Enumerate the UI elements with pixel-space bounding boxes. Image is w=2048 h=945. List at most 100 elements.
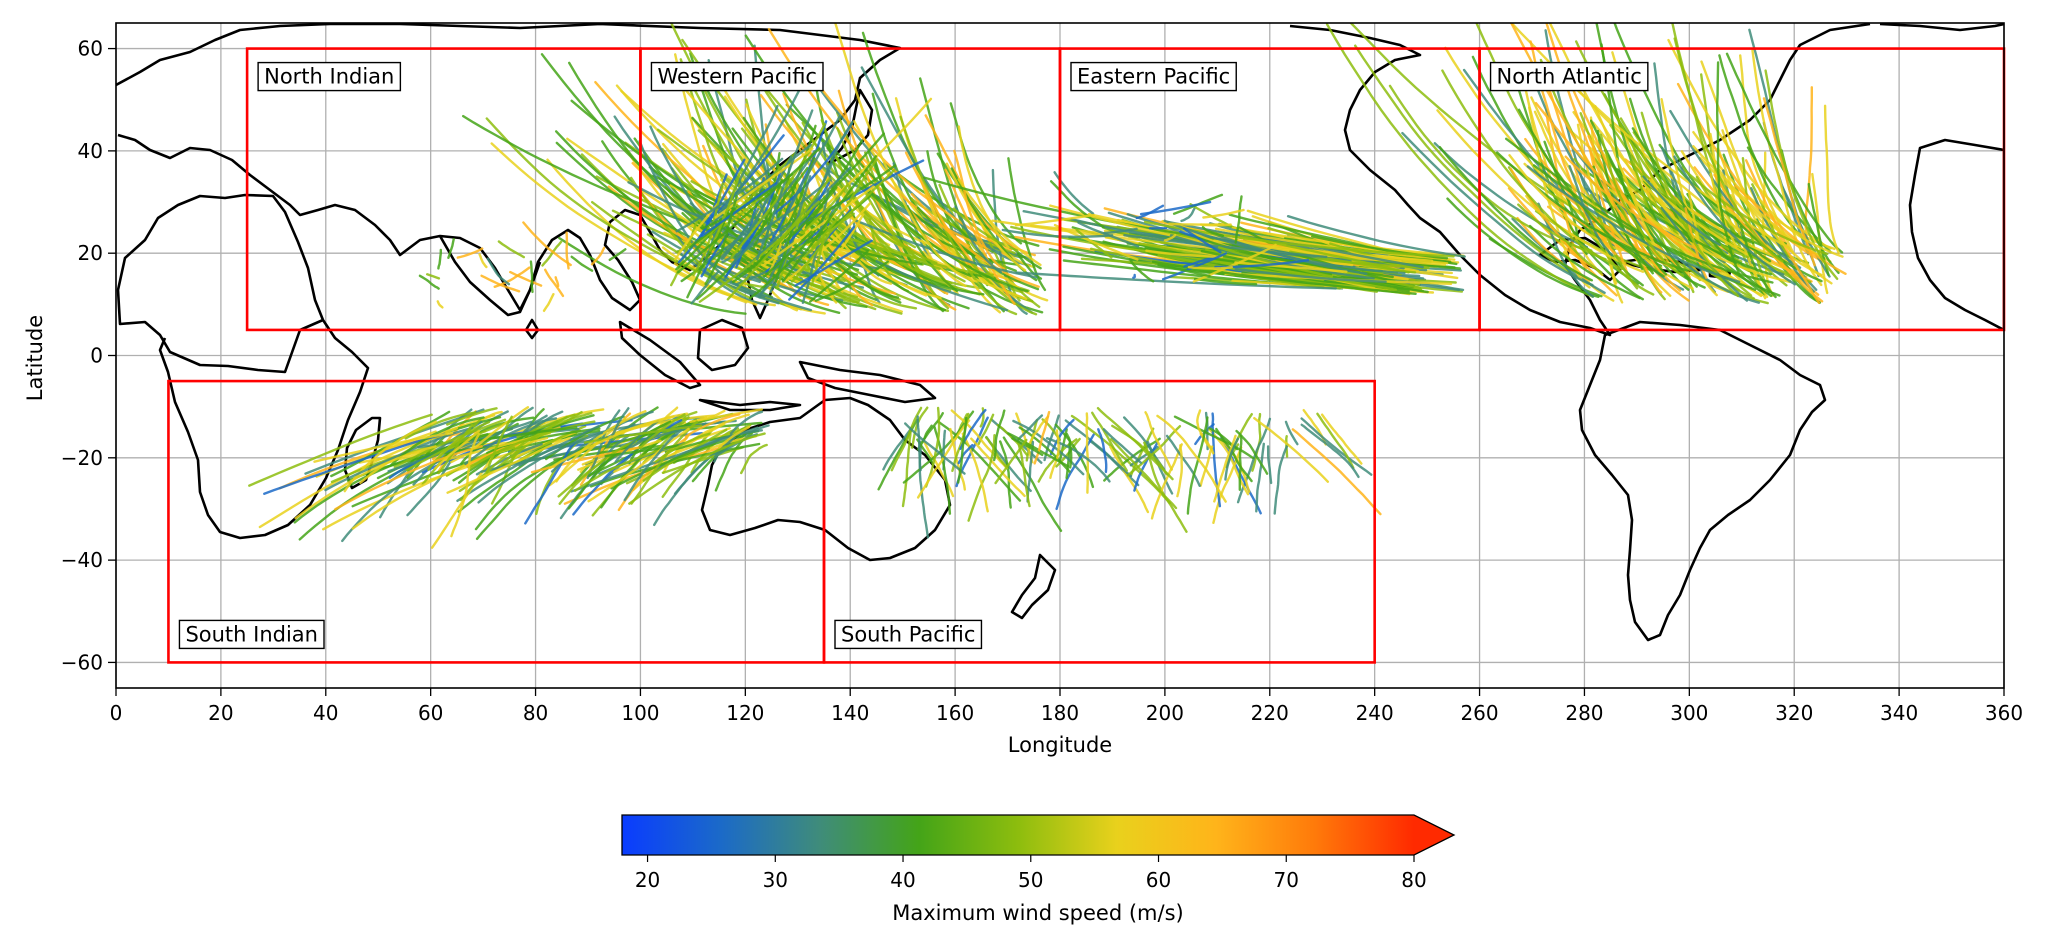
cyclone-track [1090, 411, 1129, 472]
cyclone-track [548, 417, 627, 487]
cyclone-track [1129, 259, 1155, 283]
region-label-box [834, 619, 983, 650]
coastline-greenland [1879, 23, 2004, 32]
cyclone-track [1325, 23, 1594, 298]
cyclone-track [957, 416, 968, 484]
region-label-box [178, 619, 325, 650]
cyclone-track [393, 418, 507, 469]
cyclone-track [993, 409, 1006, 462]
cyclone-track [711, 80, 805, 227]
cyclone-track [570, 255, 594, 272]
cyclone-track [464, 417, 558, 466]
y-tick-label: 60 [78, 37, 103, 61]
cyclone-track [1186, 416, 1209, 515]
coastline-newzealand [1010, 553, 1057, 620]
cyclone-track [1033, 410, 1051, 465]
cyclone-track [459, 415, 569, 502]
cyclone-track [1027, 415, 1050, 446]
cyclone-track [1671, 23, 1784, 263]
cyclone-track [704, 194, 738, 286]
cyclone-track [1564, 155, 1697, 250]
cyclone-track [901, 427, 913, 508]
coastline-australia [700, 396, 952, 562]
cyclone-track [944, 168, 1016, 306]
cyclone-track [994, 438, 1028, 485]
cyclone-track [916, 415, 922, 472]
colorbar-outline [621, 814, 1456, 856]
cyclone-track [497, 240, 525, 259]
cyclone-track [737, 233, 799, 312]
cyclone-track [1045, 437, 1111, 483]
cyclone-track [708, 172, 741, 252]
colorbar-tick-label: 20 [635, 868, 660, 892]
cyclone-track [661, 429, 713, 498]
region-label: South Pacific [834, 619, 983, 650]
cyclone-track [1103, 227, 1138, 235]
cyclone-track [1085, 412, 1090, 494]
cyclone-track [690, 270, 720, 305]
cyclone-track [1729, 194, 1823, 277]
cyclone-track [1075, 228, 1113, 259]
cyclone-track [654, 432, 711, 463]
cyclone-track [1123, 233, 1328, 259]
cyclone-track [1097, 428, 1108, 474]
x-tick-label: 260 [1460, 701, 1498, 725]
region-label-box [1070, 61, 1237, 92]
region-label-box [1489, 61, 1649, 92]
cyclone-track [783, 115, 841, 218]
cyclone-track [1273, 443, 1289, 515]
cyclone-track [608, 248, 627, 261]
y-tick-label: 0 [90, 344, 103, 368]
cyclone-track [1528, 224, 1641, 300]
cyclone-track [1064, 419, 1133, 478]
cyclone-track [899, 115, 1018, 316]
cyclone-track [675, 157, 784, 233]
cyclone-track [1569, 188, 1655, 296]
cyclone-track [1725, 52, 1844, 254]
colorbar-ticks: 20 30 40 50 60 70 80 [635, 855, 1427, 892]
cyclone-track [1823, 104, 1840, 255]
cyclone-track [729, 410, 764, 435]
cyclone-track [1234, 267, 1387, 283]
cyclone-track [623, 429, 683, 502]
cyclone-track [1537, 202, 1595, 298]
cyclone-track [478, 426, 578, 442]
cyclone-track [1017, 414, 1044, 441]
cyclone-track [1145, 249, 1224, 259]
cyclone-track [834, 23, 978, 283]
cyclone-track [749, 213, 827, 300]
cyclone-track [541, 240, 563, 267]
cyclone-track [590, 246, 606, 266]
cyclone-track [710, 104, 779, 228]
cyclone-track [1353, 44, 1590, 285]
x-tick-label: 180 [1041, 701, 1079, 725]
cyclone-track [473, 406, 530, 450]
cyclone-track [1163, 219, 1406, 275]
cyclone-track [558, 439, 638, 505]
cyclone-track [1746, 146, 1832, 254]
cyclone-track [890, 406, 923, 472]
cyclone-track [726, 177, 831, 301]
x-tick-label: 60 [418, 701, 443, 725]
cyclone-track [1680, 166, 1829, 256]
cyclone-track [446, 436, 571, 494]
cyclone-track [812, 213, 865, 283]
y-tick-label: 20 [78, 241, 103, 265]
cyclone-track [478, 253, 488, 269]
x-tick-label: 200 [1146, 701, 1184, 725]
cyclone-track [696, 166, 809, 301]
cyclone-track [1733, 184, 1847, 275]
coastline-indonesia [618, 318, 937, 412]
cyclone-track [587, 427, 690, 503]
cyclone-track [701, 181, 778, 238]
cyclone-track [855, 257, 946, 312]
cyclone-track [737, 155, 793, 248]
cyclone-track [794, 239, 873, 287]
cyclone-track [924, 406, 941, 488]
x-tick-label: 160 [936, 701, 974, 725]
cyclone-track [248, 413, 433, 487]
cyclone-track [638, 413, 686, 450]
region-label-text: North Indian [264, 65, 394, 89]
cyclone-track [1527, 106, 1591, 289]
cyclone-track [954, 205, 1002, 274]
